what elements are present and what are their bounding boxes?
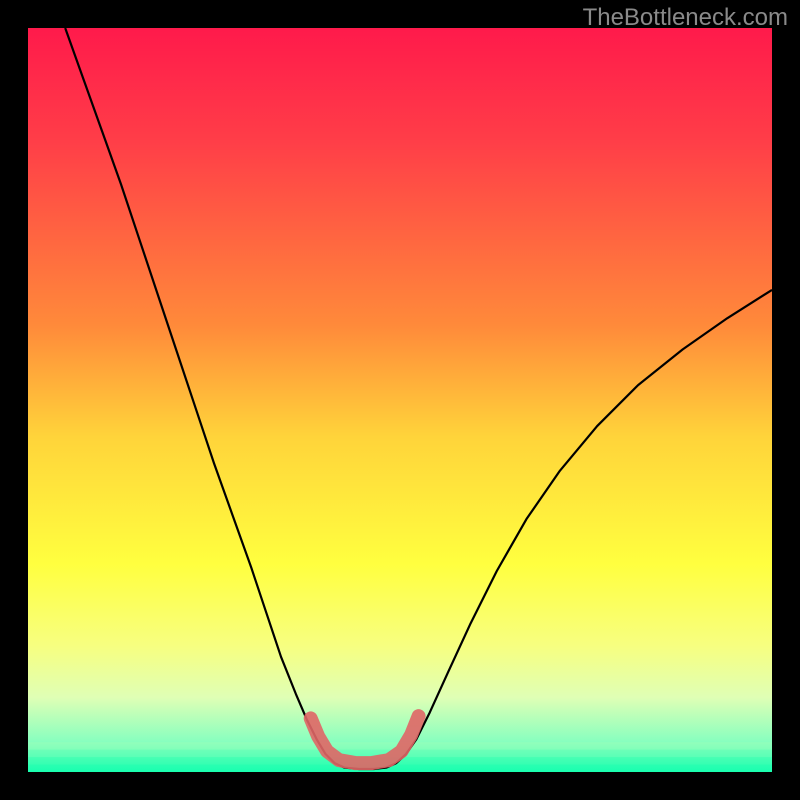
watermark-text: TheBottleneck.com (583, 4, 788, 32)
chart-svg (28, 28, 772, 772)
gradient-background (28, 28, 772, 772)
plot-area (28, 28, 772, 772)
chart-frame: TheBottleneck.com (0, 0, 800, 800)
